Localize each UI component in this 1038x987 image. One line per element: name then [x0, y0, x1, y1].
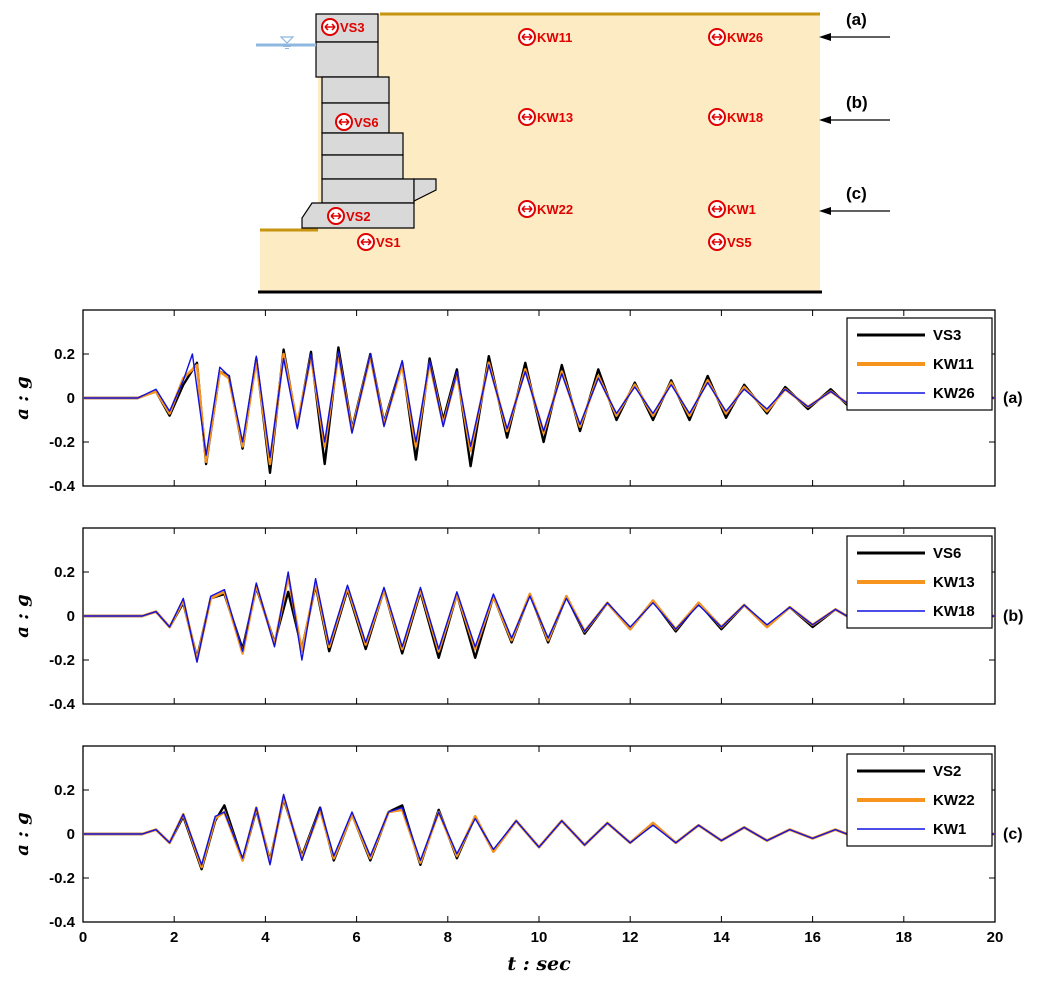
y-tick-label: 0.2 [54, 564, 75, 581]
sensor-vs5: VS5 [708, 233, 752, 251]
chart-panel-2: 0 2 4 6 8 10 12 14 16 18 20 -0.4 -0.2 0 0.2 a : g VS2 KW2… [12, 745, 1023, 975]
legend-label: KW18 [933, 603, 975, 620]
sensor-label: VS3 [340, 20, 365, 35]
x-tick-label: 18 [895, 929, 912, 946]
x-tick-label: 12 [622, 929, 639, 946]
caisson-block [321, 76, 390, 104]
series-line-kw18 [83, 571, 996, 663]
level-label: (c) [846, 184, 867, 203]
caisson-block [321, 132, 404, 156]
x-axis-label: t : sec [507, 953, 571, 975]
series-line-kw26 [83, 351, 996, 459]
sensor-label: KW13 [537, 110, 573, 125]
y-tick-label: -0.4 [49, 696, 76, 713]
panel-label: (c) [1003, 826, 1023, 843]
x-tick-label: 14 [713, 929, 730, 946]
y-tick-label: -0.2 [49, 652, 75, 669]
sensor-kw26: KW26 [708, 28, 763, 46]
level-label: (a) [846, 10, 867, 29]
sensor-vs6: VS6 [335, 113, 379, 131]
double-arrow-icon [330, 212, 342, 220]
legend-label: VS2 [933, 763, 961, 780]
chart-panel-0: -0.4 -0.2 0 0.2 a : g VS3 KW11 KW26 (a) [12, 309, 1023, 495]
sensor-label: KW26 [727, 30, 763, 45]
y-tick-label: -0.2 [49, 870, 75, 887]
double-arrow-icon [521, 205, 533, 213]
sensor-vs3: VS3 [321, 18, 365, 36]
sensor-label: KW18 [727, 110, 763, 125]
sensor-label: KW22 [537, 202, 573, 217]
legend-label: VS3 [933, 327, 961, 344]
double-arrow-icon [521, 113, 533, 121]
y-tick-label: 0 [67, 608, 75, 625]
series-line-kw1 [83, 793, 996, 866]
legend-label: KW22 [933, 792, 975, 809]
y-axis-label: a : g [12, 594, 33, 637]
y-tick-label: 0.2 [54, 782, 75, 799]
legend-label: KW13 [933, 574, 975, 591]
x-tick-label: 16 [804, 929, 821, 946]
sensor-label: VS2 [346, 209, 371, 224]
sensor-label: VS5 [727, 235, 752, 250]
panel-label: (a) [1003, 390, 1023, 407]
sensor-label: VS6 [354, 115, 379, 130]
caisson-block [321, 154, 404, 180]
x-tick-label: 10 [531, 929, 548, 946]
level-label: (b) [846, 93, 868, 112]
plot-frame [82, 309, 996, 487]
caisson-block [413, 178, 437, 202]
double-arrow-icon [324, 23, 336, 31]
water-level-icon [279, 36, 295, 44]
quay-wall-diagram: VS3 KW11 KW26 VS6 KW13 KW18 VS2 KW22 KW1 VS1 VS5 (a… [256, 10, 890, 294]
sensor-label: VS1 [376, 235, 401, 250]
sensor-kw13: KW13 [518, 108, 573, 126]
y-tick-label: -0.2 [49, 434, 75, 451]
double-arrow-icon [360, 238, 372, 246]
sensor-kw1: KW1 [708, 200, 756, 218]
panel-label: (b) [1003, 608, 1023, 625]
sensor-kw18: KW18 [708, 108, 763, 126]
caisson-block [315, 41, 379, 78]
sensor-vs2: VS2 [327, 207, 371, 225]
legend-label: KW11 [933, 356, 974, 373]
y-tick-label: 0 [67, 390, 75, 407]
y-tick-label: -0.4 [49, 478, 76, 495]
y-tick-label: 0.2 [54, 346, 75, 363]
arrow-left-icon [819, 33, 831, 41]
sensor-vs1: VS1 [357, 233, 401, 251]
sensor-kw11: KW11 [518, 28, 572, 46]
chart-panel-1: -0.4 -0.2 0 0.2 a : g VS6 KW13 KW18 (b) [12, 527, 1023, 713]
legend-label: VS6 [933, 545, 961, 562]
y-axis-label: a : g [12, 812, 33, 855]
arrow-left-icon [819, 116, 831, 124]
double-arrow-icon [711, 33, 723, 41]
x-tick-label: 8 [444, 929, 452, 946]
x-tick-label: 20 [987, 929, 1004, 946]
y-tick-label: -0.4 [49, 914, 76, 931]
x-tick-label: 0 [79, 929, 87, 946]
double-arrow-icon [711, 113, 723, 121]
double-arrow-icon [338, 118, 350, 126]
sensor-label: KW11 [537, 30, 572, 45]
double-arrow-icon [711, 205, 723, 213]
arrow-left-icon [819, 207, 831, 215]
x-tick-label: 6 [352, 929, 360, 946]
sensor-label: KW1 [727, 202, 756, 217]
caisson-block [321, 178, 415, 204]
x-tick-label: 2 [170, 929, 178, 946]
legend-label: KW1 [933, 821, 966, 838]
y-tick-label: 0 [67, 826, 75, 843]
sensor-kw22: KW22 [518, 200, 573, 218]
x-tick-label: 4 [261, 929, 270, 946]
y-axis-label: a : g [12, 376, 33, 419]
legend-label: KW26 [933, 385, 975, 402]
double-arrow-icon [711, 238, 723, 246]
double-arrow-icon [521, 33, 533, 41]
